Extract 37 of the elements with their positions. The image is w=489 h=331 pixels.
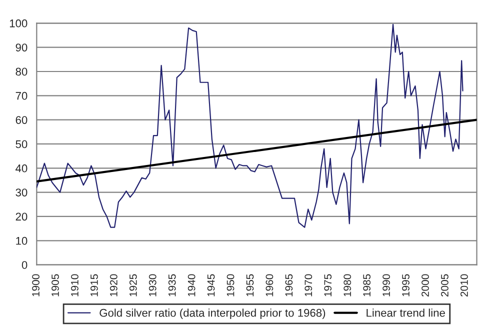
x-tick-label: 1925 xyxy=(129,274,137,296)
x-tick-label: 1950 xyxy=(226,274,234,296)
line-series xyxy=(36,24,464,228)
x-tick-label: 1970 xyxy=(304,274,312,296)
x-tick-label: 1995 xyxy=(402,274,410,296)
x-tick-label: 1930 xyxy=(148,274,156,296)
y-tick-label: 70 xyxy=(16,92,28,100)
y-tick-label: 0 xyxy=(22,261,28,269)
x-tick-label: 1980 xyxy=(344,274,352,296)
y-tick-label: 30 xyxy=(16,188,28,196)
y-tick-label: 90 xyxy=(16,44,28,52)
x-tick-label: 1990 xyxy=(382,274,390,296)
x-tick-label: 1920 xyxy=(110,274,118,296)
x-tick-label: 1935 xyxy=(168,274,176,296)
x-tick-label: 1985 xyxy=(363,274,371,296)
legend-label: Linear trend line xyxy=(366,308,445,317)
x-tick-label: 2000 xyxy=(422,274,429,296)
y-tick-label: 60 xyxy=(16,116,28,124)
x-tick-label: 1905 xyxy=(52,274,59,296)
x-tick-label: 1940 xyxy=(188,274,196,296)
y-tick-label: 100 xyxy=(10,19,28,28)
x-tick-label: 1960 xyxy=(266,274,274,296)
y-tick-label: 50 xyxy=(16,140,28,148)
x-tick-label: 1945 xyxy=(207,274,215,296)
x-tick-label: 2010 xyxy=(460,274,468,296)
x-tick-label: 1910 xyxy=(71,274,78,296)
y-tick-label: 10 xyxy=(16,236,28,245)
x-tick-label: 2005 xyxy=(441,274,448,296)
legend-label: Gold silver ratio (data interpoled prior to 1968) xyxy=(100,308,326,319)
y-tick-label: 40 xyxy=(16,164,28,172)
x-tick-label: 1955 xyxy=(246,274,254,296)
x-tick-label: 1975 xyxy=(324,274,332,296)
y-tick-label: 20 xyxy=(16,212,28,221)
x-tick-label: 1900 xyxy=(32,274,40,296)
y-tick-label: 80 xyxy=(16,68,28,76)
x-tick-label: 1915 xyxy=(90,274,98,296)
x-tick-label: 1965 xyxy=(285,274,293,296)
